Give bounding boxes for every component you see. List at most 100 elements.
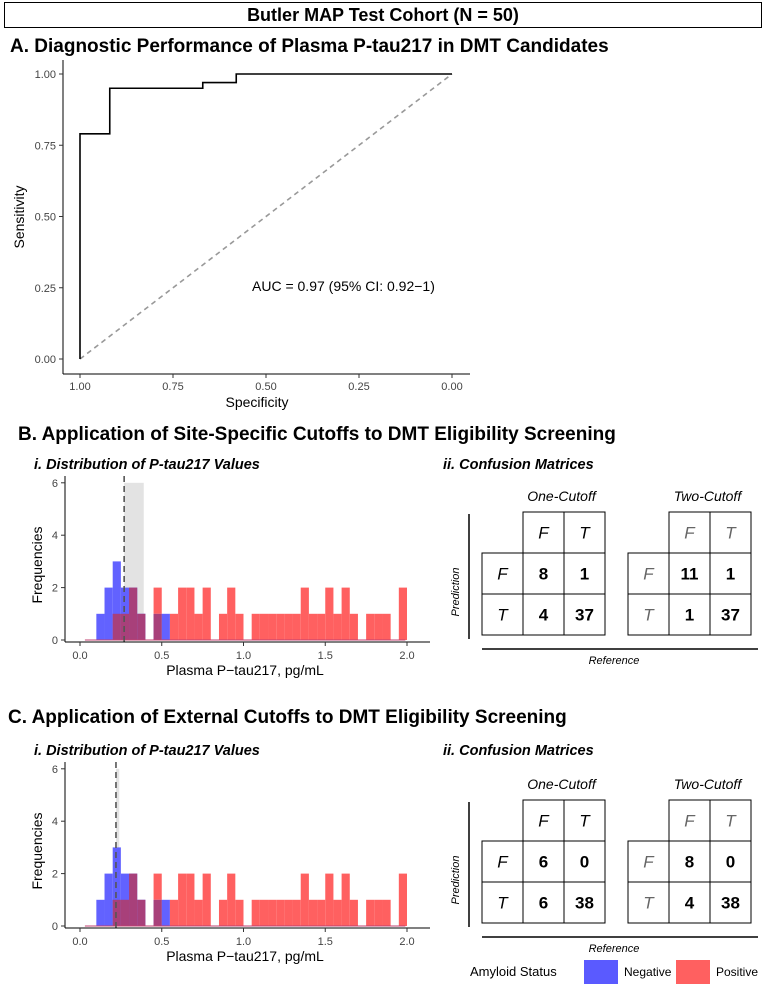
- matrix-cell-value: 38: [721, 894, 740, 913]
- positive-bar: [398, 873, 407, 926]
- x-tick-label: 0.5: [154, 650, 169, 662]
- overlap-bar: [137, 613, 146, 640]
- overlap-bar: [120, 899, 130, 926]
- positive-bar: [178, 587, 187, 640]
- matrix-cell-value: 6: [539, 853, 548, 872]
- positive-bar: [251, 899, 260, 926]
- x-tick-label: 0.00: [441, 381, 462, 393]
- matrix-cell-value: 4: [685, 894, 695, 913]
- matrix-title: Two-Cutoff: [674, 776, 744, 792]
- panel-a-title: A. Diagnostic Performance of Plasma P-ta…: [10, 36, 609, 57]
- negative-bar: [120, 587, 130, 640]
- matrix-col-label: F: [538, 812, 550, 831]
- positive-bar: [292, 899, 301, 926]
- x-axis-title: Specificity: [225, 394, 288, 410]
- y-tick-label: 0.50: [35, 212, 56, 224]
- positive-bar: [268, 899, 277, 926]
- x-axis-title: Plasma P−tau217, pg/mL: [166, 948, 324, 964]
- positive-bar: [349, 613, 358, 640]
- panel-c-hist-subtitle: i. Distribution of P-tau217 Values: [34, 743, 260, 759]
- y-tick-label: 0.75: [35, 140, 56, 152]
- matrix-cell-value: 37: [575, 606, 594, 625]
- positive-bar: [153, 873, 162, 900]
- prediction-axis-label: Prediction: [450, 856, 462, 905]
- overlap-bar: [129, 873, 138, 926]
- x-tick-label: 0.0: [72, 936, 87, 948]
- positive-bar: [333, 899, 342, 926]
- roc-chart: 0.00 0.25 0.50 0.75 1.00 1.00 0.75 0.50 0.25 0.00…: [11, 60, 470, 410]
- positive-bar: [308, 899, 318, 926]
- positive-bar: [366, 899, 375, 926]
- overlap-bar: [129, 587, 138, 640]
- negative-bar: [161, 613, 170, 640]
- x-tick-label: 0.50: [255, 381, 276, 393]
- roc-curve: [79, 73, 452, 359]
- matrix-title: Two-Cutoff: [674, 488, 744, 504]
- positive-bar: [276, 899, 285, 926]
- positive-bar: [186, 873, 195, 926]
- overlap-bar: [112, 899, 121, 926]
- positive-bar: [218, 899, 228, 926]
- matrix-cell-value: 0: [580, 853, 589, 872]
- positive-bar: [202, 873, 211, 926]
- matrix-cell-value: 11: [681, 565, 699, 584]
- legend-swatch-positive: [676, 960, 710, 984]
- matrix-row-label: T: [643, 894, 655, 913]
- panel-c-title: C. Application of External Cutoffs to DM…: [8, 707, 567, 728]
- positive-bar: [284, 613, 293, 640]
- positive-bar: [235, 613, 244, 640]
- negative-bar: [161, 899, 170, 926]
- matrix-row-label: F: [497, 853, 509, 872]
- x-tick-label: 0.75: [162, 381, 183, 393]
- y-tick-label: 2: [52, 583, 58, 595]
- matrix-row-label: F: [643, 565, 655, 584]
- matrix-cell-value: 0: [726, 853, 735, 872]
- panel-c-confusion-matrices: One-Cutoff F T F 6 0 T 6 38 Two-Cutoff F T F 8 0 T 4 38 Pr…: [450, 776, 758, 955]
- prediction-axis-label: Prediction: [450, 568, 462, 617]
- positive-bar: [259, 899, 269, 926]
- overlap-bar: [153, 613, 162, 640]
- x-tick-label: 0.5: [154, 936, 169, 948]
- positive-bar: [194, 613, 203, 640]
- positive-bar: [341, 873, 350, 926]
- y-tick-label: 1.00: [35, 69, 56, 81]
- positive-bar: [325, 873, 334, 926]
- matrix-row-label: F: [497, 565, 509, 584]
- x-tick-label: 1.00: [69, 381, 90, 393]
- overlap-bar: [120, 613, 130, 640]
- matrix-cell-value: 1: [580, 565, 589, 584]
- positive-bar: [178, 873, 187, 926]
- positive-bar: [153, 587, 162, 614]
- positive-bar: [227, 587, 236, 640]
- y-axis-title: Frequencies: [29, 526, 45, 603]
- positive-bar: [317, 899, 326, 926]
- positive-bar: [169, 899, 179, 926]
- matrix-cell-value: 6: [539, 894, 548, 913]
- cohort-header: Butler MAP Test Cohort (N = 50): [4, 2, 762, 28]
- x-tick-label: 1.0: [236, 936, 251, 948]
- y-tick-label: 2: [52, 869, 58, 881]
- negative-bar: [112, 847, 121, 926]
- positive-bar: [398, 587, 407, 640]
- legend-swatch-negative: [584, 960, 618, 984]
- positive-bar: [308, 613, 318, 640]
- positive-bar: [325, 587, 334, 640]
- overlap-bar: [137, 899, 146, 926]
- matrix-col-label: T: [725, 524, 737, 543]
- matrix-col-label: T: [579, 812, 591, 831]
- negative-bar: [112, 561, 121, 640]
- x-tick-label: 1.0: [236, 650, 251, 662]
- negative-bar: [104, 587, 113, 640]
- panel-b-hist-subtitle: i. Distribution of P-tau217 Values: [34, 457, 260, 473]
- legend-label-positive: Positive: [716, 965, 759, 979]
- matrix-col-label: F: [684, 812, 696, 831]
- matrix-col-label: T: [725, 812, 737, 831]
- y-tick-label: 0: [52, 921, 58, 933]
- y-tick-label: 0.00: [35, 354, 56, 366]
- positive-bar: [374, 613, 383, 640]
- x-tick-label: 0.0: [72, 650, 87, 662]
- y-tick-label: 4: [52, 816, 58, 828]
- y-axis-title: Frequencies: [29, 812, 45, 889]
- positive-bar: [259, 613, 269, 640]
